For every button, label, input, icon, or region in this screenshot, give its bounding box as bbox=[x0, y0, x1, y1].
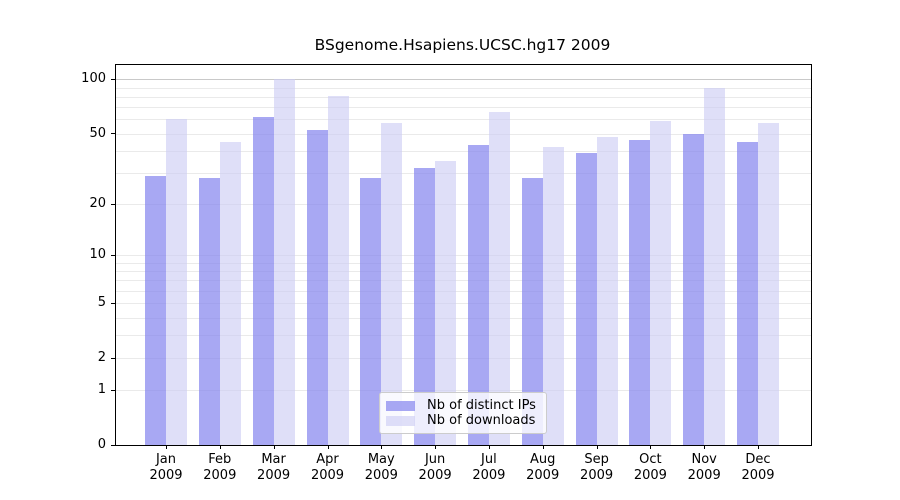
bar-ips-jun bbox=[414, 168, 436, 445]
gridline bbox=[116, 255, 811, 256]
bar-downloads-aug bbox=[542, 147, 564, 445]
bar-downloads-dec bbox=[758, 123, 779, 445]
x-axis-tick bbox=[381, 445, 383, 449]
bar-ips-feb bbox=[198, 178, 220, 445]
x-axis-tick-label: Oct 2009 bbox=[633, 452, 667, 483]
plot-area: Nb of distinct IPs Nb of downloads 0 1 2 5 1… bbox=[81, 64, 812, 483]
gridline bbox=[116, 96, 811, 98]
x-axis-tick-label: Sep 2009 bbox=[580, 452, 614, 483]
legend-swatch-distinct-ips bbox=[386, 401, 415, 411]
gridline bbox=[116, 317, 811, 319]
bar-downloads-jan bbox=[166, 119, 187, 445]
x-axis-tick-label: Nov 2009 bbox=[687, 452, 721, 483]
x-axis-tick-label: Jul 2009 bbox=[472, 452, 506, 483]
gridline bbox=[116, 358, 811, 359]
legend-row-ips: Nb of distinct IPs bbox=[386, 399, 540, 413]
gridline bbox=[116, 119, 811, 121]
y-axis-tick-label: 10 bbox=[89, 247, 106, 262]
legend-swatch-downloads bbox=[386, 416, 415, 426]
bar-ips-sep bbox=[575, 152, 597, 445]
gridline bbox=[116, 87, 811, 89]
gridline bbox=[116, 290, 811, 292]
gridline bbox=[116, 79, 811, 81]
y-axis-tick bbox=[111, 358, 115, 359]
x-axis-tick bbox=[219, 445, 221, 449]
x-axis-tick bbox=[327, 445, 329, 449]
bar-downloads-apr bbox=[327, 95, 349, 445]
x-axis-tick bbox=[758, 445, 759, 449]
y-axis-tick bbox=[111, 303, 115, 304]
chart-title: BSgenome.Hsapiens.UCSC.hg17 2009 bbox=[314, 36, 611, 54]
y-axis-tick bbox=[111, 133, 115, 134]
x-axis-tick bbox=[166, 445, 167, 449]
y-axis-tick bbox=[111, 390, 115, 391]
bar-ips-mar bbox=[252, 116, 274, 445]
x-axis-tick bbox=[542, 445, 544, 449]
bar-ips-nov bbox=[683, 133, 705, 445]
gridline bbox=[116, 107, 811, 109]
y-axis-tick-label: 20 bbox=[89, 195, 106, 211]
x-axis-tick bbox=[596, 445, 598, 449]
bar-ips-may bbox=[360, 178, 382, 445]
legend-label-distinct-ips: Nb of distinct IPs bbox=[427, 398, 536, 413]
bar-downloads-mar bbox=[273, 79, 295, 445]
legend-label-downloads: Nb of downloads bbox=[427, 413, 536, 428]
bar-downloads-sep bbox=[596, 136, 618, 445]
bar-ips-oct bbox=[629, 139, 651, 445]
bar-downloads-oct bbox=[650, 120, 672, 445]
gridline bbox=[116, 303, 811, 304]
x-axis-tick-label: Apr 2009 bbox=[310, 452, 345, 483]
gridline bbox=[116, 390, 811, 392]
bar-downloads-feb bbox=[219, 141, 241, 445]
x-axis-tick-label: Feb 2009 bbox=[203, 452, 237, 483]
bar-ips-dec bbox=[737, 141, 758, 445]
bar-downloads-nov bbox=[704, 87, 726, 445]
gridline bbox=[116, 150, 811, 152]
bar-ips-aug bbox=[521, 178, 543, 445]
x-axis-tick-label: Dec 2009 bbox=[741, 452, 775, 483]
y-axis-tick bbox=[111, 204, 115, 205]
gridline bbox=[116, 270, 811, 272]
x-axis-tick-label: Mar 2009 bbox=[257, 452, 291, 483]
y-axis-tick-label: 2 bbox=[97, 350, 106, 365]
x-axis-tick bbox=[435, 445, 437, 449]
gridline bbox=[116, 203, 811, 205]
y-axis-tick bbox=[111, 79, 115, 80]
bar-ips-jan bbox=[145, 175, 166, 445]
x-axis-tick-label: Aug 2009 bbox=[526, 452, 560, 483]
y-axis-tick-label: 1 bbox=[97, 382, 106, 398]
x-axis-tick bbox=[650, 445, 652, 449]
x-axis-tick-label: Jun 2009 bbox=[418, 452, 452, 483]
legend-row-downloads: Nb of downloads bbox=[386, 414, 540, 428]
x-axis-tick-label: Jan 2009 bbox=[149, 452, 183, 483]
gridline bbox=[116, 262, 811, 264]
y-axis-tick bbox=[111, 445, 115, 446]
legend: Nb of distinct IPs Nb of downloads bbox=[379, 392, 547, 434]
x-axis-tick-label: May 2009 bbox=[364, 452, 398, 483]
gridline bbox=[116, 335, 811, 337]
y-axis-tick-label: 50 bbox=[89, 125, 106, 141]
y-axis-tick-label: 0 bbox=[97, 437, 106, 452]
gridline bbox=[116, 280, 811, 282]
x-axis-tick bbox=[273, 445, 275, 449]
bar-downloads-may bbox=[381, 123, 403, 445]
bar-ips-jul bbox=[467, 145, 489, 445]
bar-downloads-jul bbox=[488, 111, 510, 445]
bar-downloads-jun bbox=[435, 161, 457, 445]
x-axis-tick bbox=[704, 445, 706, 449]
y-axis-tick bbox=[111, 255, 115, 256]
bar-ips-apr bbox=[306, 130, 328, 445]
gridline bbox=[116, 133, 811, 135]
y-axis-tick-label: 100 bbox=[81, 71, 106, 87]
gridline bbox=[116, 172, 811, 174]
x-axis-tick bbox=[488, 445, 490, 449]
y-axis-tick-label: 5 bbox=[97, 295, 106, 310]
